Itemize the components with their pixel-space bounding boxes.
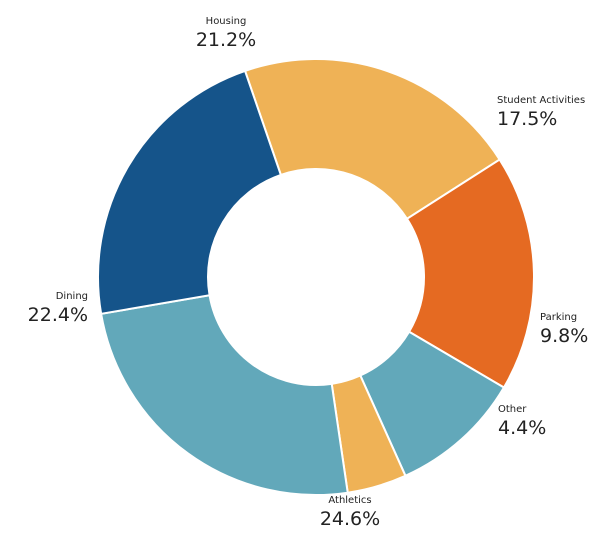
value-student-activities: 17.5% [497, 108, 557, 130]
value-athletics: 24.6% [320, 508, 380, 530]
label-parking: Parking [540, 312, 577, 323]
value-dining: 22.4% [28, 304, 88, 326]
donut-slices [97, 58, 535, 496]
slice-dining [97, 69, 283, 315]
slice-housing [243, 58, 502, 221]
slice-athletics [99, 294, 349, 496]
value-other: 4.4% [498, 417, 546, 439]
label-athletics: Athletics [328, 495, 371, 506]
label-student-activities: Student Activities [497, 95, 585, 106]
donut-labels: Housing 21.2% Student Activities 17.5% Parki… [28, 16, 589, 530]
label-other: Other [498, 404, 527, 415]
label-housing: Housing [206, 16, 247, 27]
value-parking: 9.8% [540, 325, 588, 347]
label-dining: Dining [56, 291, 88, 302]
value-housing: 21.2% [196, 29, 256, 51]
slice-student-activities [405, 158, 535, 389]
